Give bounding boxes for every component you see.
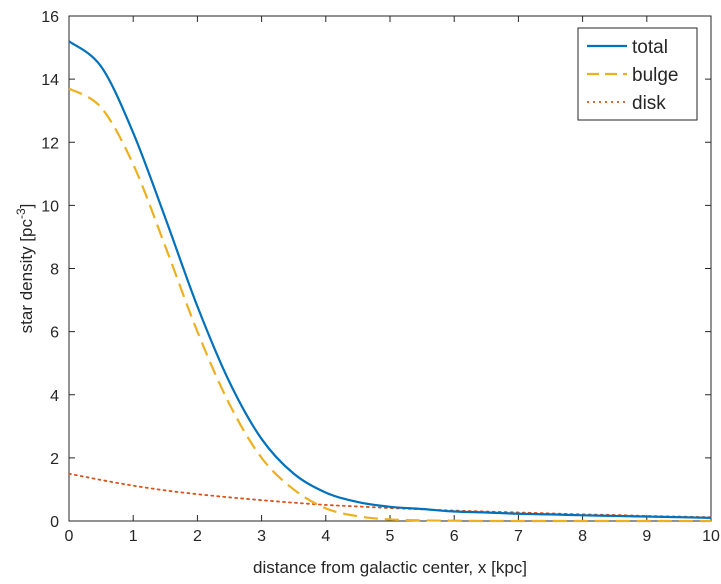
legend: total bulge disk [577,27,698,121]
y-tick-label: 12 [41,135,59,152]
x-tick-label: 2 [193,528,202,545]
series-layer [68,40,712,523]
legend-label-bulge: bulge [632,65,679,86]
y-axis-label-superscript: -3 [14,208,28,219]
x-tick-label: 1 [129,528,138,545]
y-tick-label: 8 [50,262,59,279]
y-tick-label: 4 [50,388,59,405]
series-line-disk [68,472,712,519]
x-tick-label: 0 [65,528,74,545]
legend-label-disk: disk [632,93,666,114]
series-line-total [68,40,712,519]
x-tick-label: 4 [321,528,330,545]
x-tick-label: 9 [642,528,651,545]
x-tick-label: 7 [514,528,523,545]
legend-label-total: total [632,37,668,58]
y-axis-label: star density [pc-3] [14,204,36,334]
x-tick-label: 3 [257,528,266,545]
y-axis-label-close: ] [17,204,36,209]
series-line-bulge [68,87,711,523]
y-axis-label-main: star density [pc [17,219,36,334]
y-tick-label: 0 [50,514,59,531]
y-tick-label: 10 [41,198,59,215]
x-tick-label: 8 [578,528,587,545]
y-axis: 0 2 4 6 8 10 12 14 16 [41,9,711,531]
y-tick-label: 16 [41,9,59,26]
x-tick-label: 10 [702,528,720,545]
x-tick-label: 5 [386,528,395,545]
y-tick-label: 2 [50,451,59,468]
y-tick-label: 6 [50,325,59,342]
y-tick-label: 14 [41,72,59,89]
x-axis-label: distance from galactic center, x [kpc] [253,558,527,577]
x-axis: 0 1 2 3 4 5 6 7 8 9 10 [65,16,720,545]
x-tick-label: 6 [450,528,459,545]
